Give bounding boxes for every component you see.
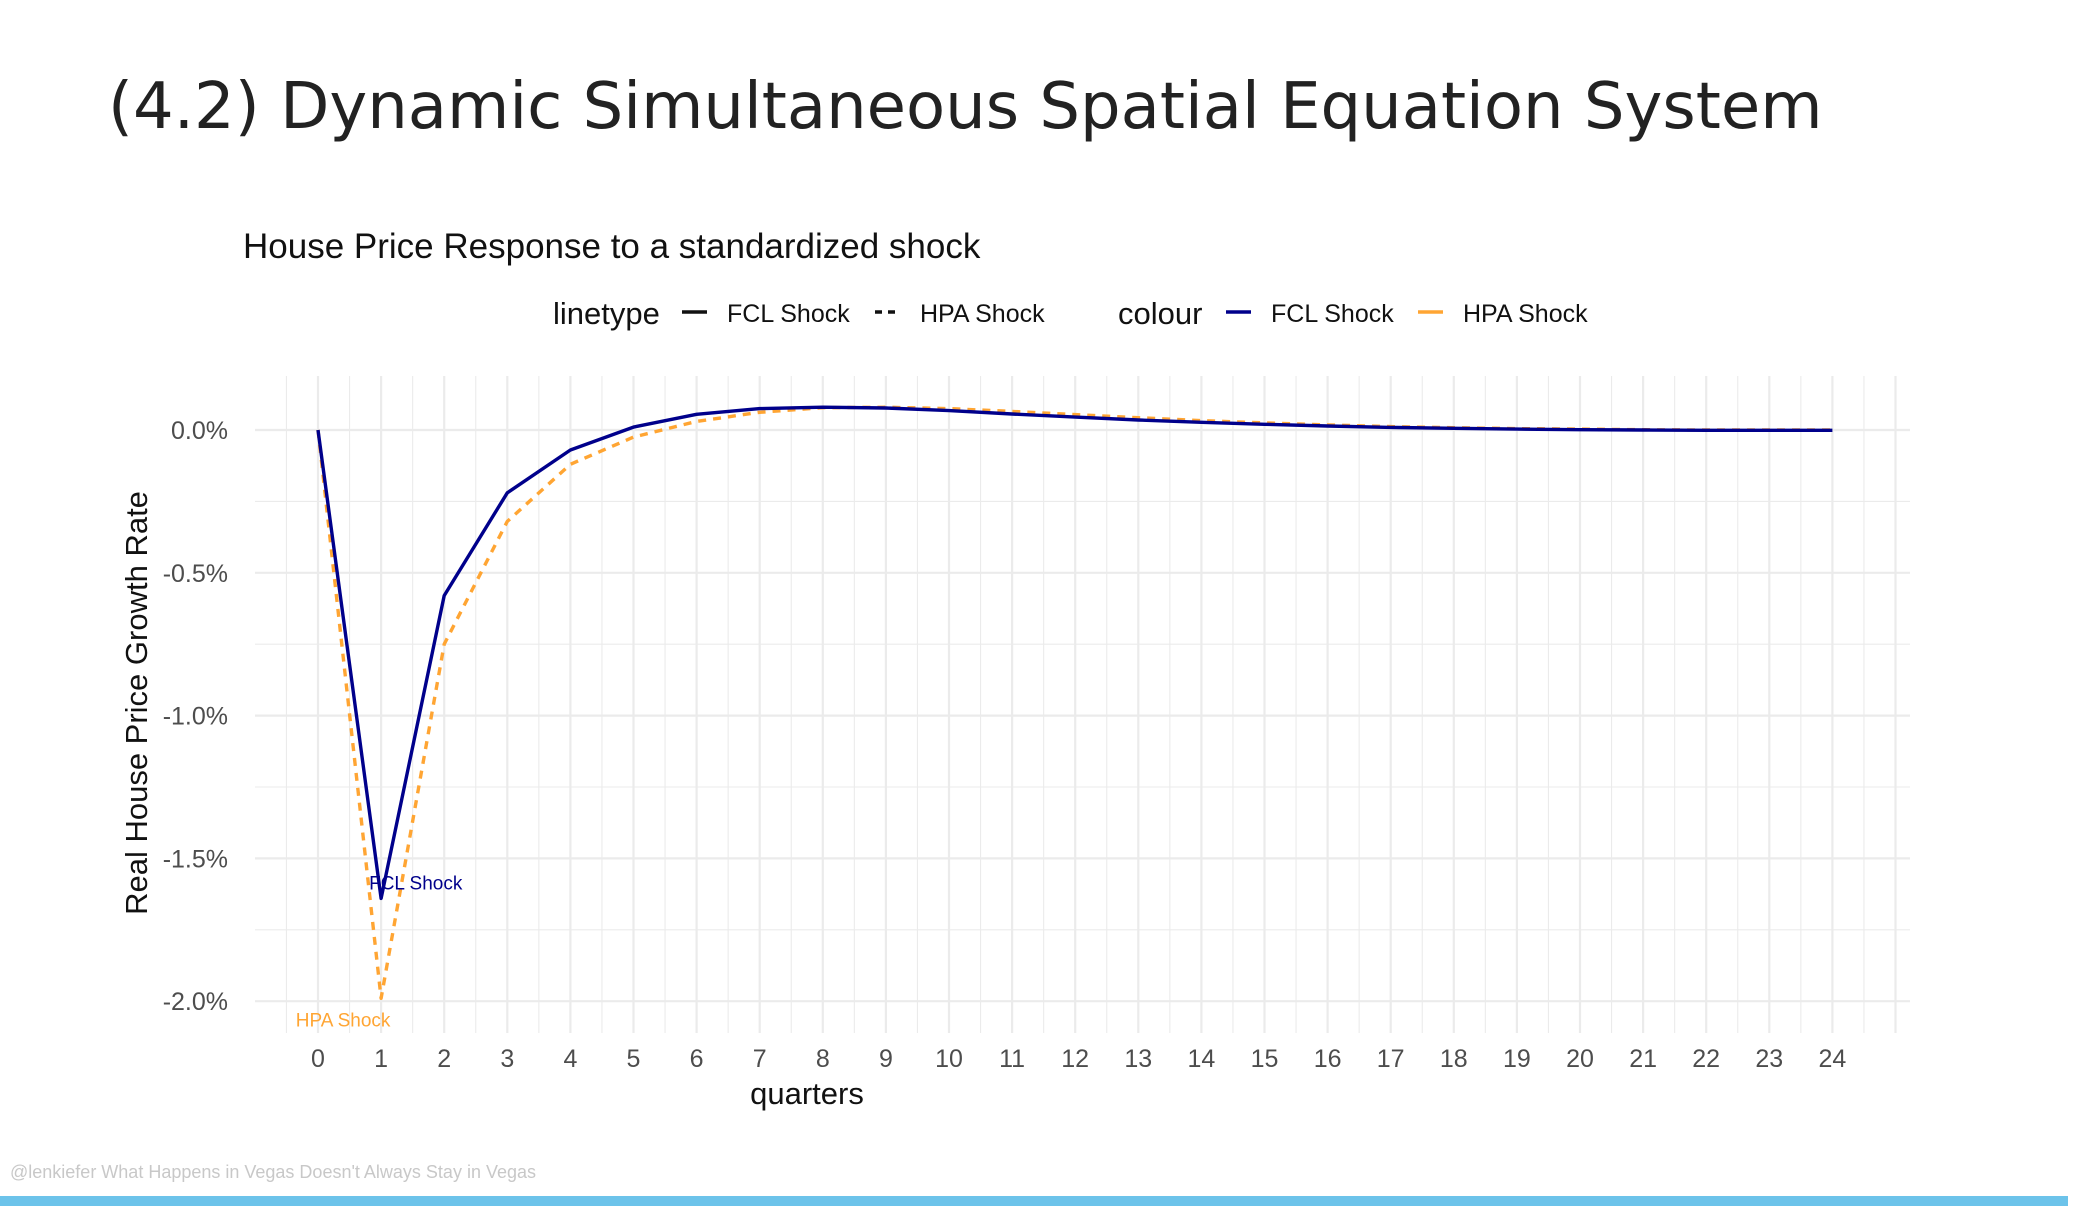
footer-bar [0, 1196, 2068, 1206]
series-layer [316, 405, 1833, 1000]
x-tick-label: 7 [753, 1045, 767, 1073]
x-tick-label: 17 [1377, 1045, 1405, 1073]
x-tick-label: 14 [1187, 1045, 1215, 1073]
series-line-hpa-shock [316, 405, 1833, 1000]
x-tick-label: 6 [690, 1045, 704, 1073]
y-tick-labels: 0.0% -0.5% -1.0% -1.5% -2.0% [163, 417, 228, 1016]
x-tick-label: 8 [816, 1045, 830, 1073]
x-tick-label: 2 [437, 1045, 451, 1073]
y-tick-label: -0.5% [163, 560, 228, 588]
legend-colour-title: colour [1118, 296, 1202, 331]
annotation-layer: FCL Shock HPA Shock [296, 873, 463, 1031]
x-tick-label: 16 [1314, 1045, 1342, 1073]
chart-title: House Price Response to a standardized s… [243, 227, 981, 266]
x-tick-label: 4 [563, 1045, 577, 1073]
x-tick-label: 0 [311, 1045, 325, 1073]
x-tick-label: 1 [374, 1045, 388, 1073]
x-tick-label: 19 [1503, 1045, 1531, 1073]
x-tick-label: 21 [1629, 1045, 1657, 1073]
y-tick-label: 0.0% [171, 417, 228, 445]
x-tick-label: 10 [935, 1045, 963, 1073]
legend: linetype FCL Shock HPA Shock colour FCL … [553, 296, 1588, 331]
y-tick-label: -1.0% [163, 703, 228, 731]
x-tick-label: 9 [879, 1045, 893, 1073]
x-tick-label: 3 [500, 1045, 514, 1073]
footer-note: @lenkiefer What Happens in Vegas Doesn't… [10, 1162, 536, 1182]
x-tick-label: 22 [1692, 1045, 1720, 1073]
slide-title: (4.2) Dynamic Simultaneous Spatial Equat… [108, 70, 1823, 144]
x-axis-label: quarters [750, 1076, 864, 1111]
y-axis-label: Real House Price Growth Rate [119, 491, 154, 915]
x-tick-label: 13 [1124, 1045, 1152, 1073]
x-tick-label: 24 [1818, 1045, 1846, 1073]
x-tick-label: 15 [1251, 1045, 1279, 1073]
x-tick-label: 11 [999, 1045, 1025, 1073]
y-tick-label: -2.0% [163, 988, 228, 1016]
x-tick-label: 5 [627, 1045, 641, 1073]
annotation-fcl-shock: FCL Shock [369, 873, 463, 894]
y-tick-label: -1.5% [163, 845, 228, 873]
legend-linetype-fcl: FCL Shock [727, 300, 850, 328]
legend-colour-hpa: HPA Shock [1463, 300, 1588, 328]
line-chart: 0.0%-0.5%-1.0%-1.5%-2.0% 0 1 2 3 4 5 6 7 8 9 10 11 1… [119, 227, 1910, 1111]
x-tick-label: 20 [1566, 1045, 1594, 1073]
legend-colour-fcl: FCL Shock [1271, 300, 1394, 328]
grid-major [255, 376, 1910, 1033]
x-tick-label: 12 [1061, 1045, 1089, 1073]
annotation-hpa-shock: HPA Shock [296, 1010, 391, 1031]
grid-minor [255, 376, 1910, 1033]
x-tick-label: 18 [1440, 1045, 1468, 1073]
legend-linetype-hpa: HPA Shock [920, 300, 1045, 328]
x-tick-label: 23 [1755, 1045, 1783, 1073]
legend-linetype-title: linetype [553, 296, 660, 331]
series-line-fcl-shock [316, 405, 1833, 901]
x-tick-labels: 0 1 2 3 4 5 6 7 8 9 10 11 12 13 14 15 16 17 18 19 20 21 22 23 24 [311, 1045, 1846, 1073]
